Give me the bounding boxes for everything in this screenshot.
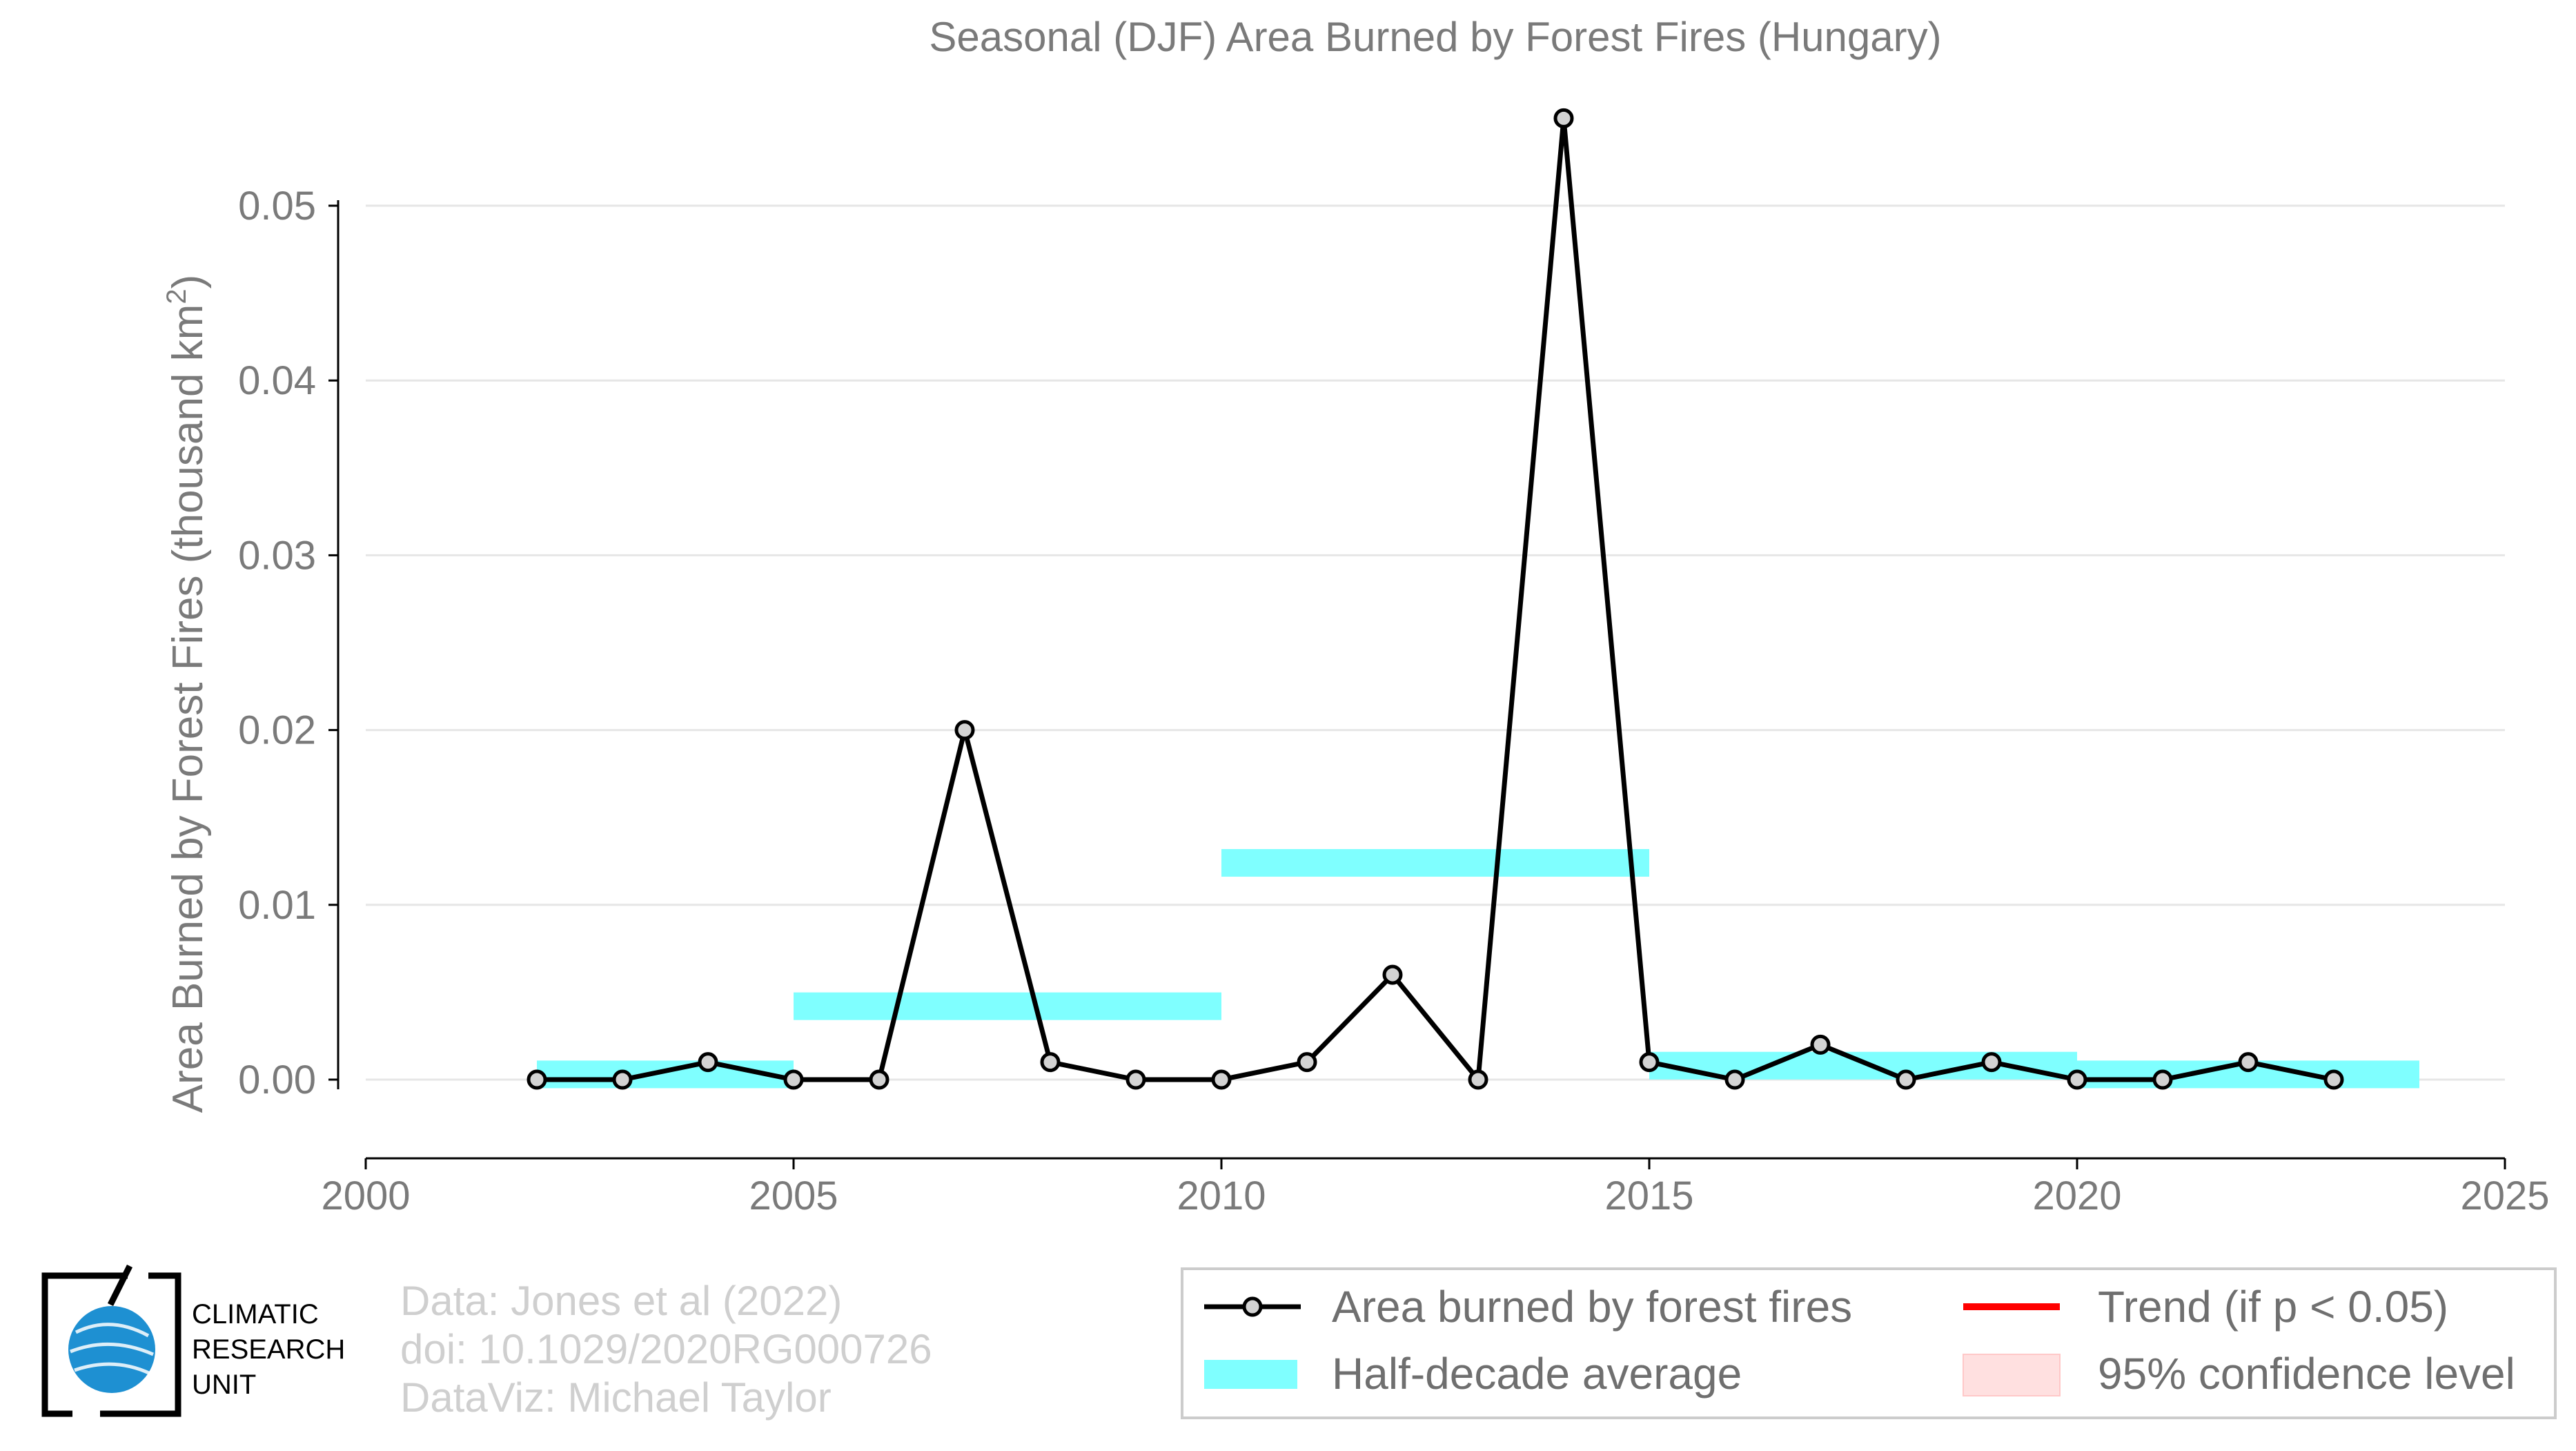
- y-tick-label-4: 0.04: [238, 358, 316, 403]
- legend: Area burned by forest fires Trend (if p …: [1181, 1267, 2557, 1419]
- x-tick-label-2: 2010: [1177, 1174, 1266, 1218]
- legend-label-trend: Trend (if p < 0.05): [2098, 1282, 2448, 1332]
- x-tick-label-4: 2020: [2032, 1174, 2121, 1218]
- y-axis-title-superscript: 2: [161, 289, 192, 304]
- data-point-2004: [698, 1052, 718, 1073]
- data-point-2019: [1981, 1052, 2002, 1073]
- data-point-2006: [869, 1069, 889, 1090]
- data-point-2015: [1639, 1052, 1660, 1073]
- data-point-2016: [1724, 1069, 1745, 1090]
- data-point-2023: [2323, 1069, 2344, 1090]
- data-point-2003: [612, 1069, 633, 1090]
- chart-title: Seasonal (DJF) Area Burned by Forest Fir…: [929, 14, 1941, 60]
- cru-logo: CLIMATIC RESEARCH UNIT: [41, 1264, 345, 1417]
- gridlines: [366, 204, 2505, 1081]
- half-decade-bar-2: [1221, 849, 1649, 877]
- legend-key-confidence: [1963, 1354, 2061, 1396]
- y-axis-title: Area Burned by Forest Fires (thousand km…: [161, 275, 212, 1113]
- data-point-2018: [1896, 1069, 1916, 1090]
- data-point-2002: [527, 1069, 547, 1090]
- series-line-path: [537, 118, 2334, 1086]
- y-axis-title-suffix: ): [164, 275, 212, 289]
- credit-dataviz: DataViz: Michael Taylor: [400, 1374, 832, 1421]
- legend-key-area-burned-marker: [1242, 1296, 1263, 1317]
- y-tick-label-3: 0.03: [238, 533, 316, 578]
- data-point-2021: [2152, 1069, 2173, 1090]
- half-decade-average-bars: [537, 849, 2419, 1089]
- logo-text-line3: UNIT: [192, 1370, 256, 1400]
- data-point-2022: [2238, 1052, 2259, 1073]
- y-tick-label-1: 0.01: [238, 883, 316, 928]
- data-point-2009: [1125, 1069, 1146, 1090]
- data-point-2011: [1297, 1052, 1317, 1073]
- x-tick-label-1: 2005: [749, 1174, 838, 1218]
- y-tick-label-2: 0.02: [238, 708, 316, 753]
- data-point-2013: [1468, 1069, 1488, 1090]
- half-decade-bar-1: [794, 992, 1221, 1020]
- logo-text-line1: CLIMATIC: [192, 1299, 319, 1330]
- data-point-2007: [954, 720, 975, 741]
- y-axis-title-main: Area Burned by Forest Fires (thousand km: [164, 304, 212, 1113]
- legend-box: [1181, 1267, 2557, 1419]
- legend-label-half-decade: Half-decade average: [1332, 1349, 1742, 1399]
- logo-bracket-right: [100, 1272, 181, 1417]
- y-tick-labels: 0.00 0.01 0.02 0.03 0.04 0.05: [238, 184, 338, 1102]
- data-point-2017: [1810, 1034, 1831, 1055]
- axes: [337, 200, 2505, 1160]
- data-point-2005: [783, 1069, 804, 1090]
- data-point-2010: [1211, 1069, 1232, 1090]
- legend-key-half-decade: [1204, 1360, 1297, 1389]
- data-point-2020: [2067, 1069, 2087, 1090]
- data-point-2014: [1553, 108, 1574, 128]
- legend-label-confidence: 95% confidence level: [2098, 1349, 2515, 1399]
- logo-text-line2: RESEARCH: [192, 1334, 345, 1365]
- area-burned-series: [527, 108, 2344, 1090]
- x-tick-labels: 2000 2005 2010 2015 2020 2025: [321, 1158, 2550, 1218]
- y-tick-label-5: 0.05: [238, 184, 316, 228]
- half-decade-bar-0: [537, 1060, 794, 1089]
- data-point-2012: [1382, 964, 1403, 985]
- credit-data-source: Data: Jones et al (2022): [400, 1278, 842, 1324]
- legend-label-area-burned: Area burned by forest fires: [1332, 1282, 1852, 1332]
- credit-doi: doi: 10.1029/2020RG000726: [400, 1326, 932, 1372]
- logo-slash: [107, 1264, 133, 1307]
- x-tick-label-5: 2025: [2460, 1174, 2549, 1218]
- logo-bracket-left: [41, 1272, 128, 1417]
- data-point-2008: [1040, 1052, 1061, 1073]
- x-tick-label-0: 2000: [321, 1174, 410, 1218]
- globe-swirl: [70, 1323, 154, 1376]
- y-tick-label-0: 0.00: [238, 1058, 316, 1102]
- x-tick-label-3: 2015: [1604, 1174, 1693, 1218]
